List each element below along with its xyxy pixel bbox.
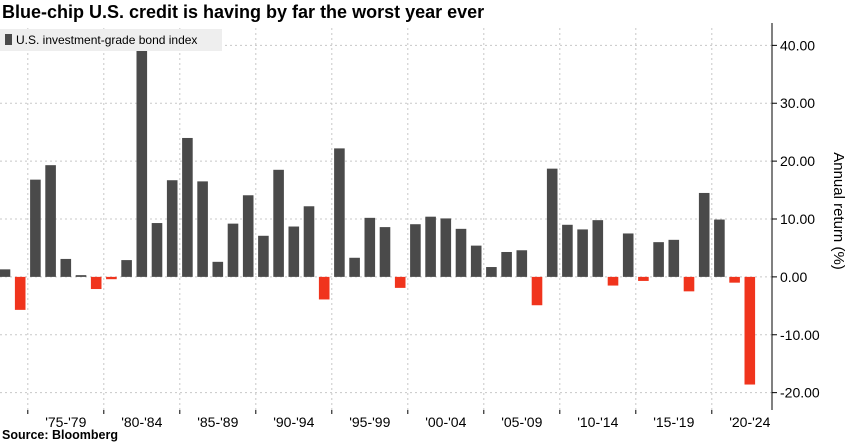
gridlines: [0, 28, 772, 410]
bar-1998: [379, 227, 391, 277]
bar-1992: [288, 226, 300, 277]
bar-1997: [364, 217, 376, 277]
bar-1984: [166, 180, 178, 277]
bar-2000: [410, 224, 421, 277]
bar-2004: [470, 245, 482, 277]
x-tick-label: '15-'19: [653, 414, 694, 430]
bar-1991: [273, 169, 284, 277]
x-tick-label: '05-'09: [501, 414, 542, 430]
legend-background: [0, 29, 222, 51]
bar-2018: [683, 276, 695, 292]
bar-2021: [729, 276, 740, 283]
legend-label: U.S. investment-grade bond index: [16, 33, 197, 47]
bar-1986: [197, 181, 208, 277]
bar-2020: [714, 219, 725, 277]
bar-2013: [607, 276, 619, 286]
bar-2003: [455, 228, 467, 277]
x-tick-label: '85-'89: [197, 414, 238, 430]
y-tick-label: 40.00: [780, 37, 815, 53]
y-tick-label: 20.00: [780, 153, 815, 169]
bar-1975: [30, 179, 41, 277]
x-tick-label: '10-'14: [577, 414, 618, 430]
bar-1980: [106, 276, 117, 280]
source-note: Source: Bloomberg: [2, 428, 118, 442]
x-tick-label: '20-'24: [729, 414, 770, 430]
bar-1982: [136, 49, 148, 277]
bar-1999: [394, 276, 406, 288]
bar-1996: [349, 257, 360, 277]
bar-1981: [121, 260, 132, 277]
x-tick-label: '90-'94: [273, 414, 314, 430]
bar-2016: [653, 242, 664, 277]
bar-1973: [0, 269, 11, 277]
bar-1983: [151, 223, 163, 277]
y-tick-label: -10.00: [780, 327, 820, 343]
bar-2011: [577, 229, 588, 277]
bar-1989: [242, 195, 254, 277]
x-tick-label: '00-'04: [425, 414, 466, 430]
bar-1976: [45, 165, 56, 277]
bar-2015: [638, 276, 649, 281]
bar-1995: [334, 148, 345, 277]
bar-1974: [14, 276, 26, 310]
bar-1985: [182, 137, 193, 277]
chart-title: Blue-chip U.S. credit is having by far t…: [2, 2, 485, 22]
bars: [0, 49, 756, 385]
bar-1979: [90, 276, 102, 290]
y-tick-label: -20.00: [780, 385, 820, 401]
x-tick-label: '95-'99: [349, 414, 390, 430]
bar-2019: [698, 192, 710, 277]
bar-2007: [516, 250, 528, 277]
bar-2005: [486, 267, 497, 277]
bar-1993: [303, 206, 315, 277]
bar-2001: [425, 216, 436, 277]
bar-2012: [592, 220, 604, 277]
legend: U.S. investment-grade bond index: [0, 29, 222, 51]
bar-2022: [744, 276, 756, 385]
bar-2002: [440, 218, 452, 277]
source-label: Source:: [2, 428, 49, 442]
legend-swatch: [5, 34, 12, 45]
bar-1978: [75, 275, 87, 277]
bar-2017: [668, 239, 680, 277]
bar-1977: [60, 258, 72, 277]
bar-1988: [227, 223, 239, 277]
x-tick-label: '80-'84: [121, 414, 162, 430]
bar-2008: [531, 276, 543, 306]
x-tick-label: '75-'79: [45, 414, 86, 430]
y-axis-label: Annual return (%): [830, 152, 847, 270]
bar-1987: [212, 261, 224, 277]
y-tick-label: 30.00: [780, 95, 815, 111]
source-name: Bloomberg: [52, 428, 119, 442]
y-tick-label: 10.00: [780, 211, 815, 227]
bar-2009: [546, 168, 558, 277]
y-tick-label: 0.00: [780, 269, 807, 285]
bar-1994: [318, 276, 330, 300]
y-axis-ticks: 40.00 30.00 20.00 10.00 0.00 -10.00 -20.00: [772, 37, 820, 401]
bar-1990: [258, 235, 269, 277]
x-axis-ticks: '75-'79 '80-'84 '85-'89 '90-'94 '95-'99 '00-'…: [27, 410, 771, 430]
bar-2010: [562, 224, 573, 277]
bar-2006: [501, 251, 512, 277]
bar-2014: [622, 233, 634, 277]
